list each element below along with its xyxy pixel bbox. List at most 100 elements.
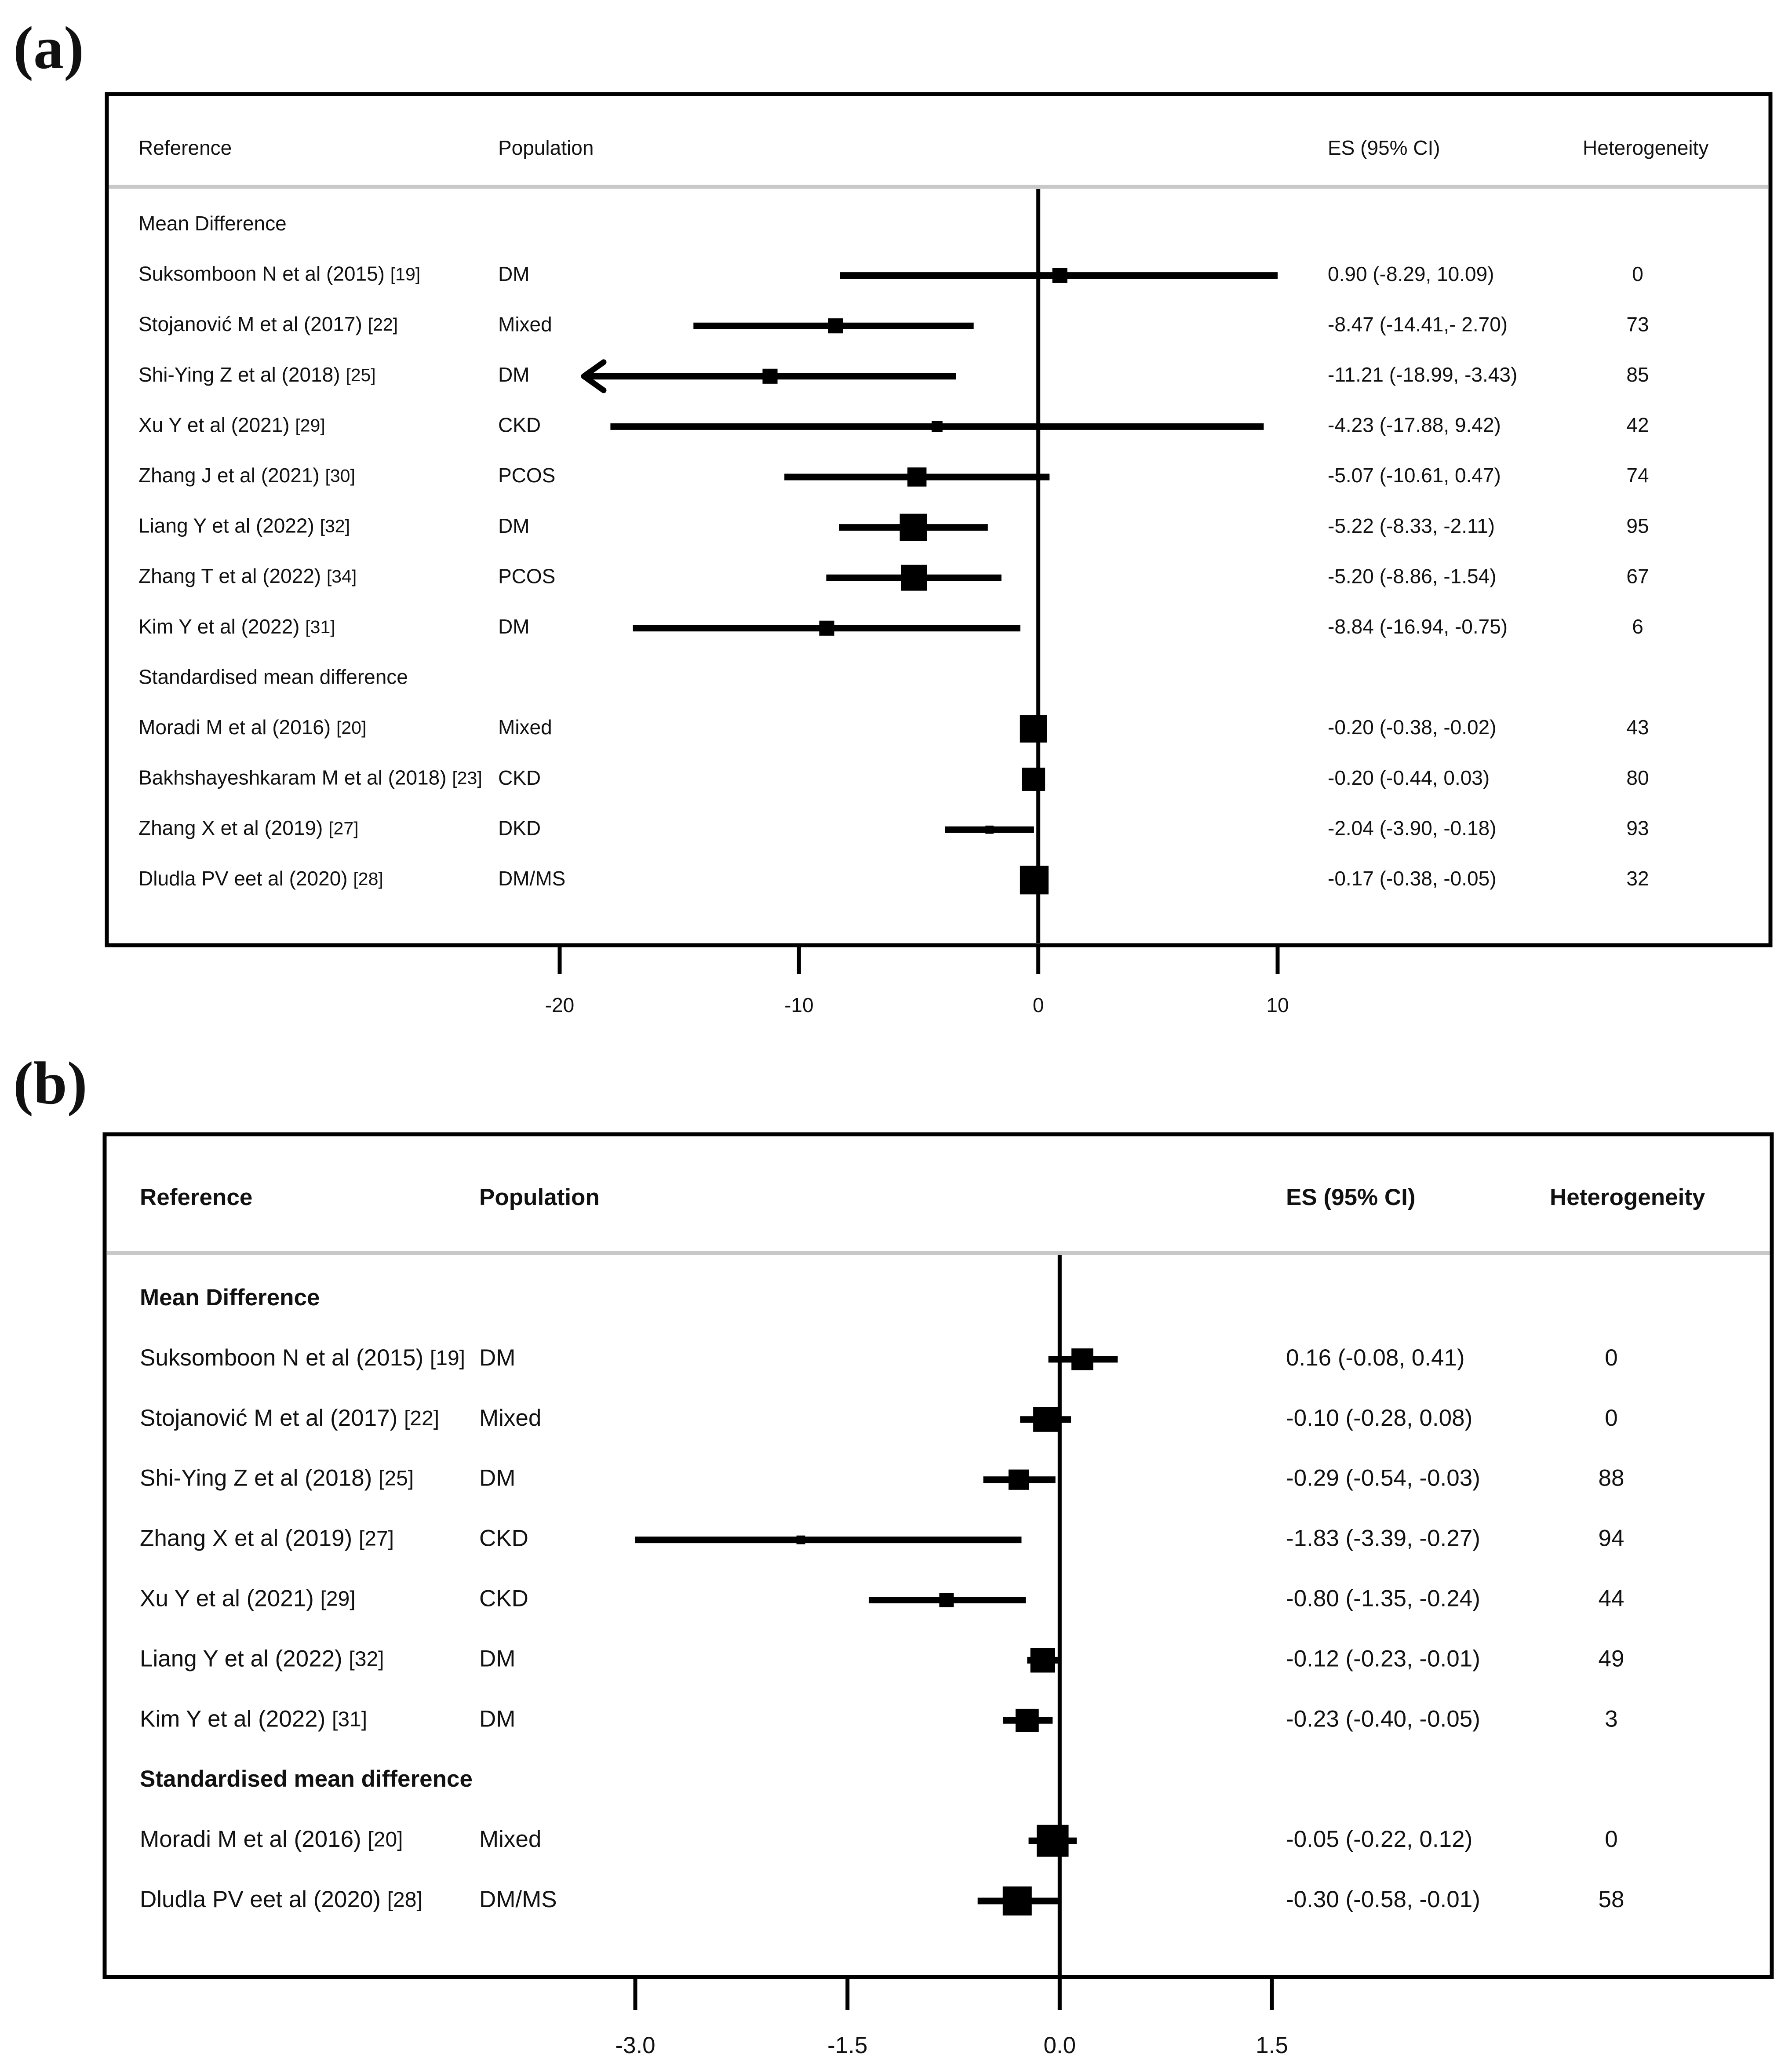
chart-b-study-population: CKD [479,1586,528,1612]
chart-a-study-citation: [30] [325,466,355,486]
chart-a-study-population: PCOS [498,464,555,487]
chart-a-study-citation: [34] [327,566,357,586]
chart-b-study-heterogeneity: 44 [1599,1586,1624,1612]
chart-a-study-heterogeneity: 32 [1626,867,1649,890]
chart-a-study-population: Mixed [498,313,552,335]
chart-a-study-es-text: -0.20 (-0.38, -0.02) [1328,716,1497,739]
chart-a-study-heterogeneity: 85 [1626,363,1649,386]
chart-a-study-es-text: -2.04 (-3.90, -0.18) [1328,816,1497,839]
chart-a-point-estimate [1020,866,1049,895]
chart-b-study-population: Mixed [479,1405,541,1431]
chart-b-study-citation: [20] [368,1828,403,1851]
chart-a-study-citation: [19] [390,264,420,284]
chart-a-point-estimate [900,513,927,541]
chart-b-group-label: Standardised mean difference [140,1766,473,1792]
chart-a-study-reference: Xu Y et al (2021) [29] [138,414,325,437]
chart-a-point-estimate [985,825,994,834]
chart-b-header-population: Population [479,1184,600,1210]
chart-b-x-tick-label: -3.0 [615,2032,655,2058]
chart-a-study-es-text: -11.21 (-18.99, -3.43) [1328,363,1517,386]
chart-a-study-name: Shi-Ying Z et al (2018) [138,363,346,386]
chart-a-study-heterogeneity: 42 [1626,414,1649,437]
chart-b-study-es-text: -0.23 (-0.40, -0.05) [1286,1706,1480,1732]
chart-a-header-heterogeneity: Heterogeneity [1583,136,1708,159]
chart-a-study-population: CKD [498,414,541,437]
chart-b-study-es-text: -1.83 (-3.39, -0.27) [1286,1526,1480,1551]
chart-a-header-reference: Reference [138,136,232,159]
chart-a-study-citation: [28] [353,869,383,889]
chart-a-study-heterogeneity: 73 [1626,313,1649,335]
chart-b-point-estimate [1071,1348,1093,1370]
chart-b-point-estimate [1008,1469,1029,1490]
chart-b-study-name: Zhang X et al (2019) [140,1526,359,1551]
chart-b-study-population: DM [479,1706,515,1732]
chart-a-group-label: Standardised mean difference [138,666,408,688]
chart-a-study-es-text: -5.20 (-8.86, -1.54) [1328,564,1497,587]
chart-a-study-name: Zhang T et al (2022) [138,564,327,587]
chart-b-study-heterogeneity: 49 [1599,1646,1624,1671]
chart-b-study-citation: [31] [332,1708,367,1731]
chart-a-study-name: Xu Y et al (2021) [138,414,295,437]
chart-b-study-name: Xu Y et al (2021) [140,1586,321,1612]
chart-a-study-es-text: 0.90 (-8.29, 10.09) [1328,262,1494,285]
chart-b-study-citation: [28] [387,1888,423,1912]
chart-a-study-population: DM [498,514,530,537]
chart-a-study-heterogeneity: 0 [1632,262,1643,285]
chart-b-study-name: Kim Y et al (2022) [140,1706,332,1732]
chart-a-point-estimate [828,318,843,334]
chart-b-study-citation: [19] [430,1347,465,1370]
chart-b-study-population: DM/MS [479,1886,557,1912]
chart-a-study-reference: Stojanović M et al (2017) [22] [138,313,398,335]
chart-a-study-citation: [23] [452,768,482,788]
chart-a-study-es-text: -8.47 (-14.41,- 2.70) [1328,313,1508,335]
chart-b-study-population: CKD [479,1526,528,1551]
chart-a-study-es-text: -4.23 (-17.88, 9.42) [1328,414,1501,437]
chart-a-study-reference: Shi-Ying Z et al (2018) [25] [138,363,376,386]
chart-b-study-heterogeneity: 88 [1599,1465,1624,1491]
chart-a-study-reference: Zhang X et al (2019) [27] [138,816,359,839]
chart-b-header-heterogeneity: Heterogeneity [1550,1184,1705,1210]
chart-a-study-heterogeneity: 74 [1626,464,1649,487]
chart-a-study-population: DM [498,363,530,386]
chart-b-study-name: Dludla PV eet al (2020) [140,1886,387,1912]
chart-a-study-citation: [22] [368,314,398,335]
chart-b-study-population: DM [479,1465,515,1491]
chart-b-header-es: ES (95% CI) [1286,1184,1416,1210]
chart-a-study-name: Zhang X et al (2019) [138,816,328,839]
chart-b-study-heterogeneity: 0 [1605,1405,1617,1431]
chart-a-group-label: Mean Difference [138,212,287,235]
chart-a-study-reference: Moradi M et al (2016) [20] [138,716,366,739]
chart-b-study-heterogeneity: 0 [1605,1345,1617,1371]
chart-b-study-es-text: -0.80 (-1.35, -0.24) [1286,1586,1480,1612]
chart-b-frame [102,1132,1774,1979]
chart-b-study-reference: Xu Y et al (2021) [29] [140,1586,356,1612]
chart-b-study-population: DM [479,1646,515,1671]
chart-b-study-es-text: -0.30 (-0.58, -0.01) [1286,1886,1480,1912]
chart-a-study-citation: [32] [320,516,350,536]
chart-a-study-citation: [27] [328,818,358,838]
chart-a-study-es-text: -0.17 (-0.38, -0.05) [1328,867,1497,890]
chart-b-study-es-text: -0.12 (-0.23, -0.01) [1286,1646,1480,1671]
chart-a-x-tick-label: 10 [1266,994,1289,1016]
panel-b-label: (b) [13,1049,87,1117]
chart-a-x-tick-label: -20 [545,994,574,1016]
chart-b-x-tick-label: 0.0 [1043,2032,1076,2058]
chart-a-study-reference: Dludla PV eet al (2020) [28] [138,867,383,890]
chart-b-study-name: Shi-Ying Z et al (2018) [140,1465,379,1491]
chart-b-point-estimate [1036,1824,1069,1857]
chart-b-point-estimate [939,1593,954,1607]
chart-a-study-es-text: -8.84 (-16.94, -0.75) [1328,615,1508,638]
chart-a-study-heterogeneity: 93 [1626,816,1649,839]
chart-a-study-name: Bakhshayeshkaram M et al (2018) [138,766,452,789]
chart-a-study-population: DM [498,615,530,638]
chart-b-study-heterogeneity: 94 [1599,1526,1624,1551]
chart-b-x-tick-label: -1.5 [827,2032,867,2058]
chart-a-study-citation: [29] [295,415,325,435]
chart-a-point-estimate [907,467,927,487]
chart-a-study-reference: Kim Y et al (2022) [31] [138,615,335,638]
panel-a-label: (a) [13,14,84,81]
chart-b-study-reference: Shi-Ying Z et al (2018) [25] [140,1465,414,1491]
chart-b-study-es-text: -0.05 (-0.22, 0.12) [1286,1826,1472,1852]
chart-b-header-reference: Reference [140,1184,252,1210]
chart-b-study-heterogeneity: 0 [1605,1826,1617,1852]
